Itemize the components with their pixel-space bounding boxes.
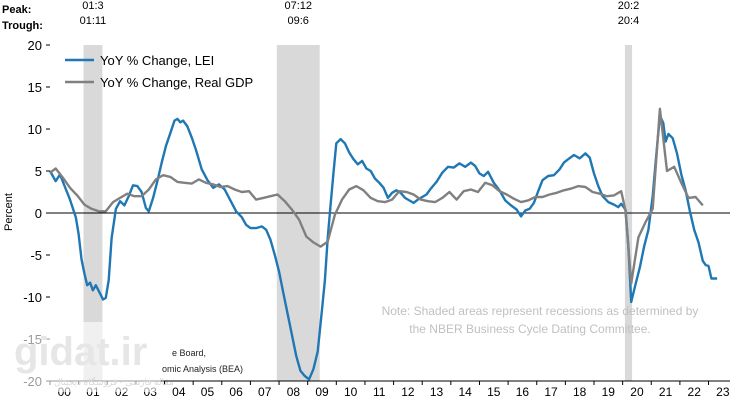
series-line-gdp	[49, 107, 704, 285]
trough-label: Trough:	[2, 20, 43, 32]
note-line-1: Note: Shaded areas represent recessions …	[382, 304, 699, 318]
y-tick-label: 5	[35, 164, 42, 179]
peak-label: Peak:	[2, 4, 31, 16]
series-lines	[48, 107, 718, 381]
note-line-2: the NBER Business Cycle Dating Committee…	[409, 322, 650, 336]
recession-trough-label: 01:11	[80, 15, 107, 27]
legend: YoY % Change, LEI YoY % Change, Real GDP	[65, 53, 253, 90]
y-axis-label: Percent	[3, 193, 15, 231]
x-tick-label: 22	[688, 385, 702, 399]
watermark-subtitle: مقاله فارسی - فروشگاه دیجیتال	[54, 376, 174, 388]
recession-peak-label: 07:12	[284, 0, 312, 12]
y-tick-label: 0	[35, 206, 42, 221]
watermark: gidat.ir مقاله فارسی - فروشگاه دیجیتال	[0, 322, 174, 392]
x-tick-label: 14	[458, 385, 472, 399]
x-tick-label: 10	[344, 385, 358, 399]
x-tick-label: 19	[602, 385, 616, 399]
x-tick-label: 17	[544, 385, 558, 399]
watermark-backdrop	[0, 322, 160, 392]
y-tick-label: 10	[28, 122, 42, 137]
x-tick-label: 20	[630, 385, 644, 399]
source-line-1: e Board,	[172, 348, 206, 358]
x-tick-label: 09	[315, 385, 329, 399]
x-tick-label: 13	[430, 385, 444, 399]
axes	[50, 212, 730, 382]
watermark-logo: gidat.ir	[14, 330, 147, 374]
y-tick-label: 15	[28, 80, 42, 95]
x-tick-label: 12	[401, 385, 415, 399]
x-tick-label: 06	[229, 385, 243, 399]
x-tick-label: 04	[172, 385, 186, 399]
x-tick-label: 15	[487, 385, 501, 399]
y-tick-label: 20	[28, 38, 42, 53]
y-tick-label: -5	[30, 248, 42, 263]
recession-trough-label: 20:4	[618, 15, 639, 27]
x-tick-label: 23	[716, 385, 730, 399]
source-line-2: omic Analysis (BEA)	[162, 364, 243, 374]
series-line-lei	[48, 114, 718, 381]
x-tick-label: 21	[659, 385, 673, 399]
legend-label-gdp: YoY % Change, Real GDP	[100, 75, 253, 90]
x-tick-label: 08	[287, 385, 301, 399]
x-tick-label: 05	[201, 385, 215, 399]
recession-peak-label: 01:3	[82, 0, 103, 12]
x-tick-label: 18	[573, 385, 587, 399]
x-tick-label: 16	[516, 385, 530, 399]
y-tick-label: -10	[23, 290, 42, 305]
recession-trough-label: 09:6	[288, 15, 309, 27]
legend-label-lei: YoY % Change, LEI	[100, 53, 214, 68]
x-tick-label: 07	[258, 385, 272, 399]
x-tick-label: 11	[373, 385, 386, 399]
recession-peak-label: 20:2	[618, 0, 639, 12]
